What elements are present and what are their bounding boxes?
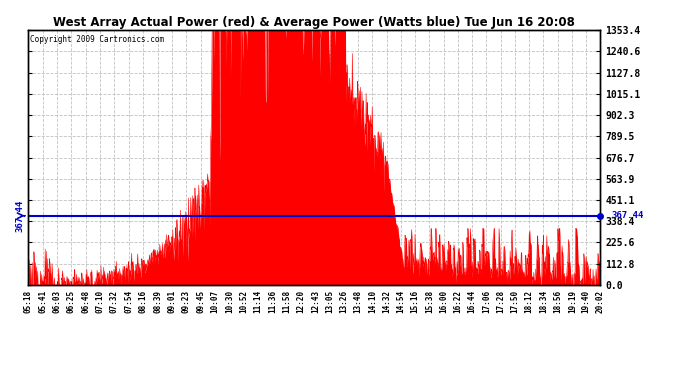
Text: 367.44: 367.44 [16,200,25,232]
Text: Copyright 2009 Cartronics.com: Copyright 2009 Cartronics.com [30,35,165,44]
Text: 367.44: 367.44 [612,211,644,220]
Title: West Array Actual Power (red) & Average Power (Watts blue) Tue Jun 16 20:08: West Array Actual Power (red) & Average … [53,16,575,29]
